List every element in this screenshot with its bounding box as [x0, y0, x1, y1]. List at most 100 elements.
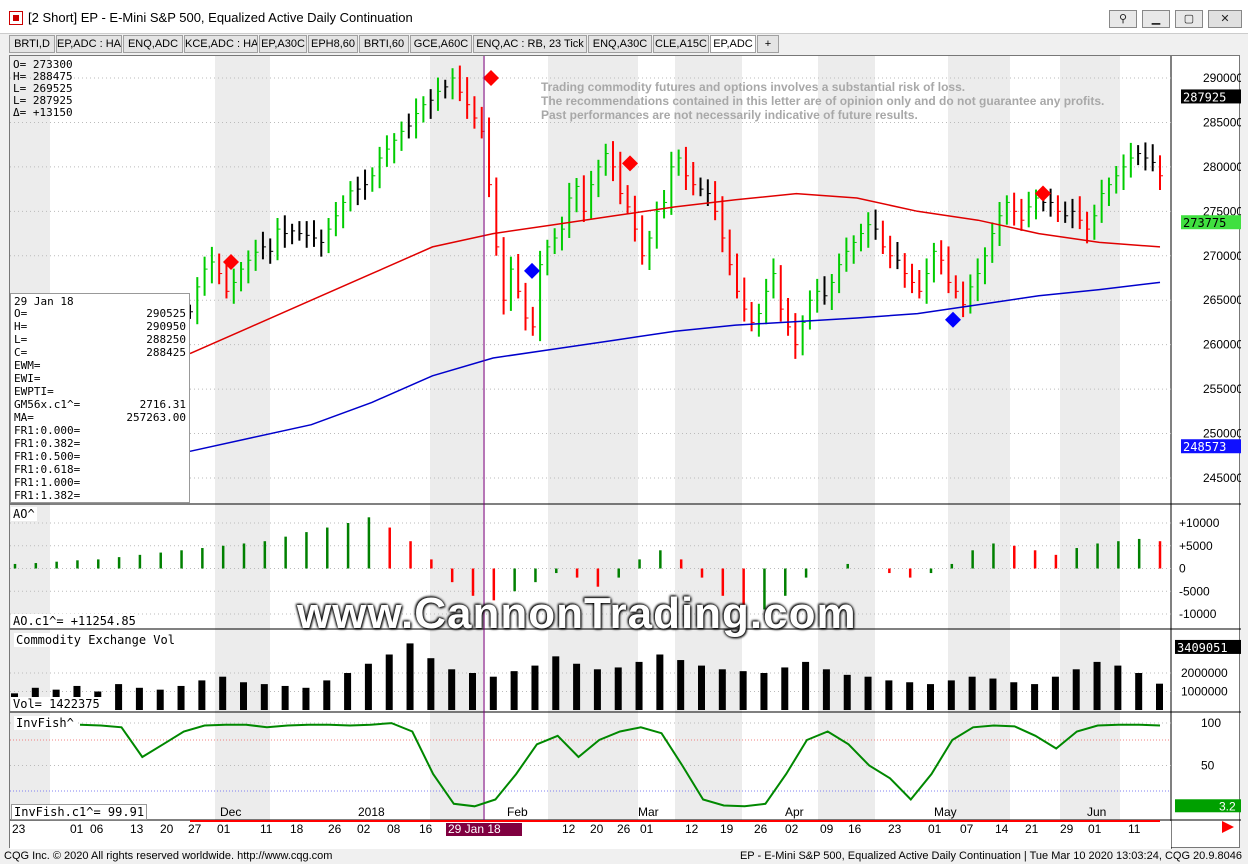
date-tick-label: 07	[960, 822, 974, 836]
chart-tab[interactable]: CLE,A15C	[653, 35, 709, 53]
chart-tab[interactable]: BRTI,D	[9, 35, 55, 53]
sell-signal-diamond	[1035, 185, 1051, 202]
info-value: 290525	[146, 307, 186, 320]
date-tick-label: 20	[590, 822, 604, 836]
date-tick-label: 06	[90, 822, 104, 836]
date-tick-label: 20	[160, 822, 174, 836]
footer-copyright: CQG Inc. © 2020 All rights reserved worl…	[4, 850, 333, 862]
info-value: 2716.31	[139, 398, 186, 411]
chart-tab[interactable]: EP,A30C	[259, 35, 307, 53]
month-band	[548, 56, 638, 821]
date-tick-label: 27	[188, 822, 202, 836]
month-label: Feb	[507, 805, 528, 819]
volume-bar	[198, 680, 206, 710]
title-bar: [2 Short] EP - E-Mini S&P 500, Equalized…	[0, 0, 1248, 34]
ao-label: AO^	[11, 507, 37, 521]
ao-tick-label: +5000	[1179, 539, 1213, 553]
chart-tab[interactable]: ENQ,A30C	[588, 35, 652, 53]
date-tick-label: 16	[419, 822, 433, 836]
date-tick-label: 12	[562, 822, 576, 836]
volume-bar	[177, 685, 185, 710]
date-tick-label: 01	[928, 822, 942, 836]
ma-blue-line	[189, 281, 1161, 453]
ohlc-last: L= 287925	[13, 94, 73, 107]
volume-bar	[302, 687, 310, 710]
info-label: C=	[14, 346, 28, 359]
ohlc-open: O= 273300	[13, 58, 73, 71]
volume-bar	[489, 676, 497, 710]
maximize-button[interactable]: ▢	[1175, 10, 1203, 28]
cursor-date-label: 29 Jan 18	[448, 822, 501, 836]
info-label: EWPTI=	[14, 385, 54, 398]
chart-tab[interactable]: EP,ADC : HA	[56, 35, 122, 53]
sell-signal-diamond	[622, 155, 638, 172]
info-label: EWI=	[14, 372, 41, 385]
volume-bar	[635, 661, 643, 710]
volume-bar	[906, 682, 914, 710]
volume-bar	[1156, 683, 1163, 710]
date-tick-label: 18	[290, 822, 304, 836]
info-label: FR1:1.382=	[14, 489, 81, 502]
chart-tab[interactable]: GCE,A60C	[410, 35, 472, 53]
chart-tab[interactable]: ENQ,ADC	[123, 35, 183, 53]
date-tick-label: 29	[1060, 822, 1074, 836]
info-value: 288250	[146, 333, 186, 346]
date-tick-label: 12	[685, 822, 699, 836]
risk-disclaimer: Trading commodity futures and options in…	[541, 80, 1104, 122]
volume-bar	[593, 669, 601, 710]
ohlc-low: L= 269525	[13, 82, 73, 95]
volume-bar	[427, 658, 435, 710]
close-button[interactable]: ✕	[1208, 10, 1242, 28]
volume-bar	[156, 689, 164, 710]
chart-tab[interactable]: ENQ,AC : RB, 23 Tick	[473, 35, 587, 53]
volume-bar	[510, 671, 518, 710]
chart-area[interactable]: 290000 285000 280000 275000 270000 265000 2600…	[9, 55, 1241, 849]
volume-bar	[448, 669, 456, 710]
ao-tick-label: +10000	[1179, 516, 1220, 530]
minimize-button[interactable]: ▁	[1142, 10, 1170, 28]
volume-bar	[1114, 665, 1122, 710]
volume-bar	[614, 667, 622, 710]
month-label: Jun	[1087, 805, 1106, 819]
watermark-text: www.CannonTrading.com	[297, 589, 857, 638]
chart-tab[interactable]: BRTI,60	[359, 35, 409, 53]
volume-bar	[760, 673, 768, 710]
ao-tick-label: -10000	[1179, 607, 1217, 621]
info-label: FR1:0.618=	[14, 463, 81, 476]
volume-bar	[240, 682, 247, 710]
chart-tab[interactable]: KCE,ADC : HA	[184, 35, 258, 53]
volume-tag-bg	[1175, 639, 1241, 654]
volume-bar	[531, 665, 539, 710]
info-value: 288425	[146, 346, 186, 359]
price-tick-label: 275000	[1203, 204, 1241, 218]
volume-bar	[260, 684, 268, 710]
volume-bar	[469, 673, 476, 710]
chart-tab[interactable]: EP,ADC	[710, 35, 756, 53]
volume-bar	[1031, 684, 1039, 710]
info-label: FR1:0.382=	[14, 437, 81, 450]
date-tick-label: 01	[1088, 822, 1102, 836]
chart-canvas[interactable]: 2900002850002800002750002700002650002600…	[10, 56, 1241, 849]
volume-bar	[739, 671, 747, 710]
month-label: Apr	[785, 805, 804, 819]
chart-tab[interactable]: EPH8,60	[308, 35, 358, 53]
volume-bar	[885, 680, 893, 710]
price-tick-label: 270000	[1203, 249, 1241, 263]
scroll-right-arrow	[1222, 821, 1234, 833]
volume-label: Commodity Exchange Vol	[14, 633, 177, 647]
link-button[interactable]: ⚲	[1109, 10, 1137, 28]
volume-bar	[927, 684, 934, 710]
footer-status: EP - E-Mini S&P 500, Equalized Active Da…	[739, 850, 1242, 862]
ma-red-line	[189, 192, 1161, 355]
date-tick-label: 13	[130, 822, 144, 836]
chart-tab-bar: BRTI,D EP,ADC : HA ENQ,ADC KCE,ADC : HA EP,A…	[0, 34, 1248, 54]
date-tick-label: 23	[12, 822, 26, 836]
volume-bar	[947, 680, 955, 710]
window-title: [2 Short] EP - E-Mini S&P 500, Equalized…	[28, 10, 413, 25]
volume-bar	[219, 676, 227, 710]
volume-bar	[552, 656, 560, 710]
date-tick-label: 09	[820, 822, 834, 836]
info-label: EWM=	[14, 359, 41, 372]
volume-bar	[1051, 676, 1059, 710]
add-tab-button[interactable]: +	[757, 35, 779, 53]
